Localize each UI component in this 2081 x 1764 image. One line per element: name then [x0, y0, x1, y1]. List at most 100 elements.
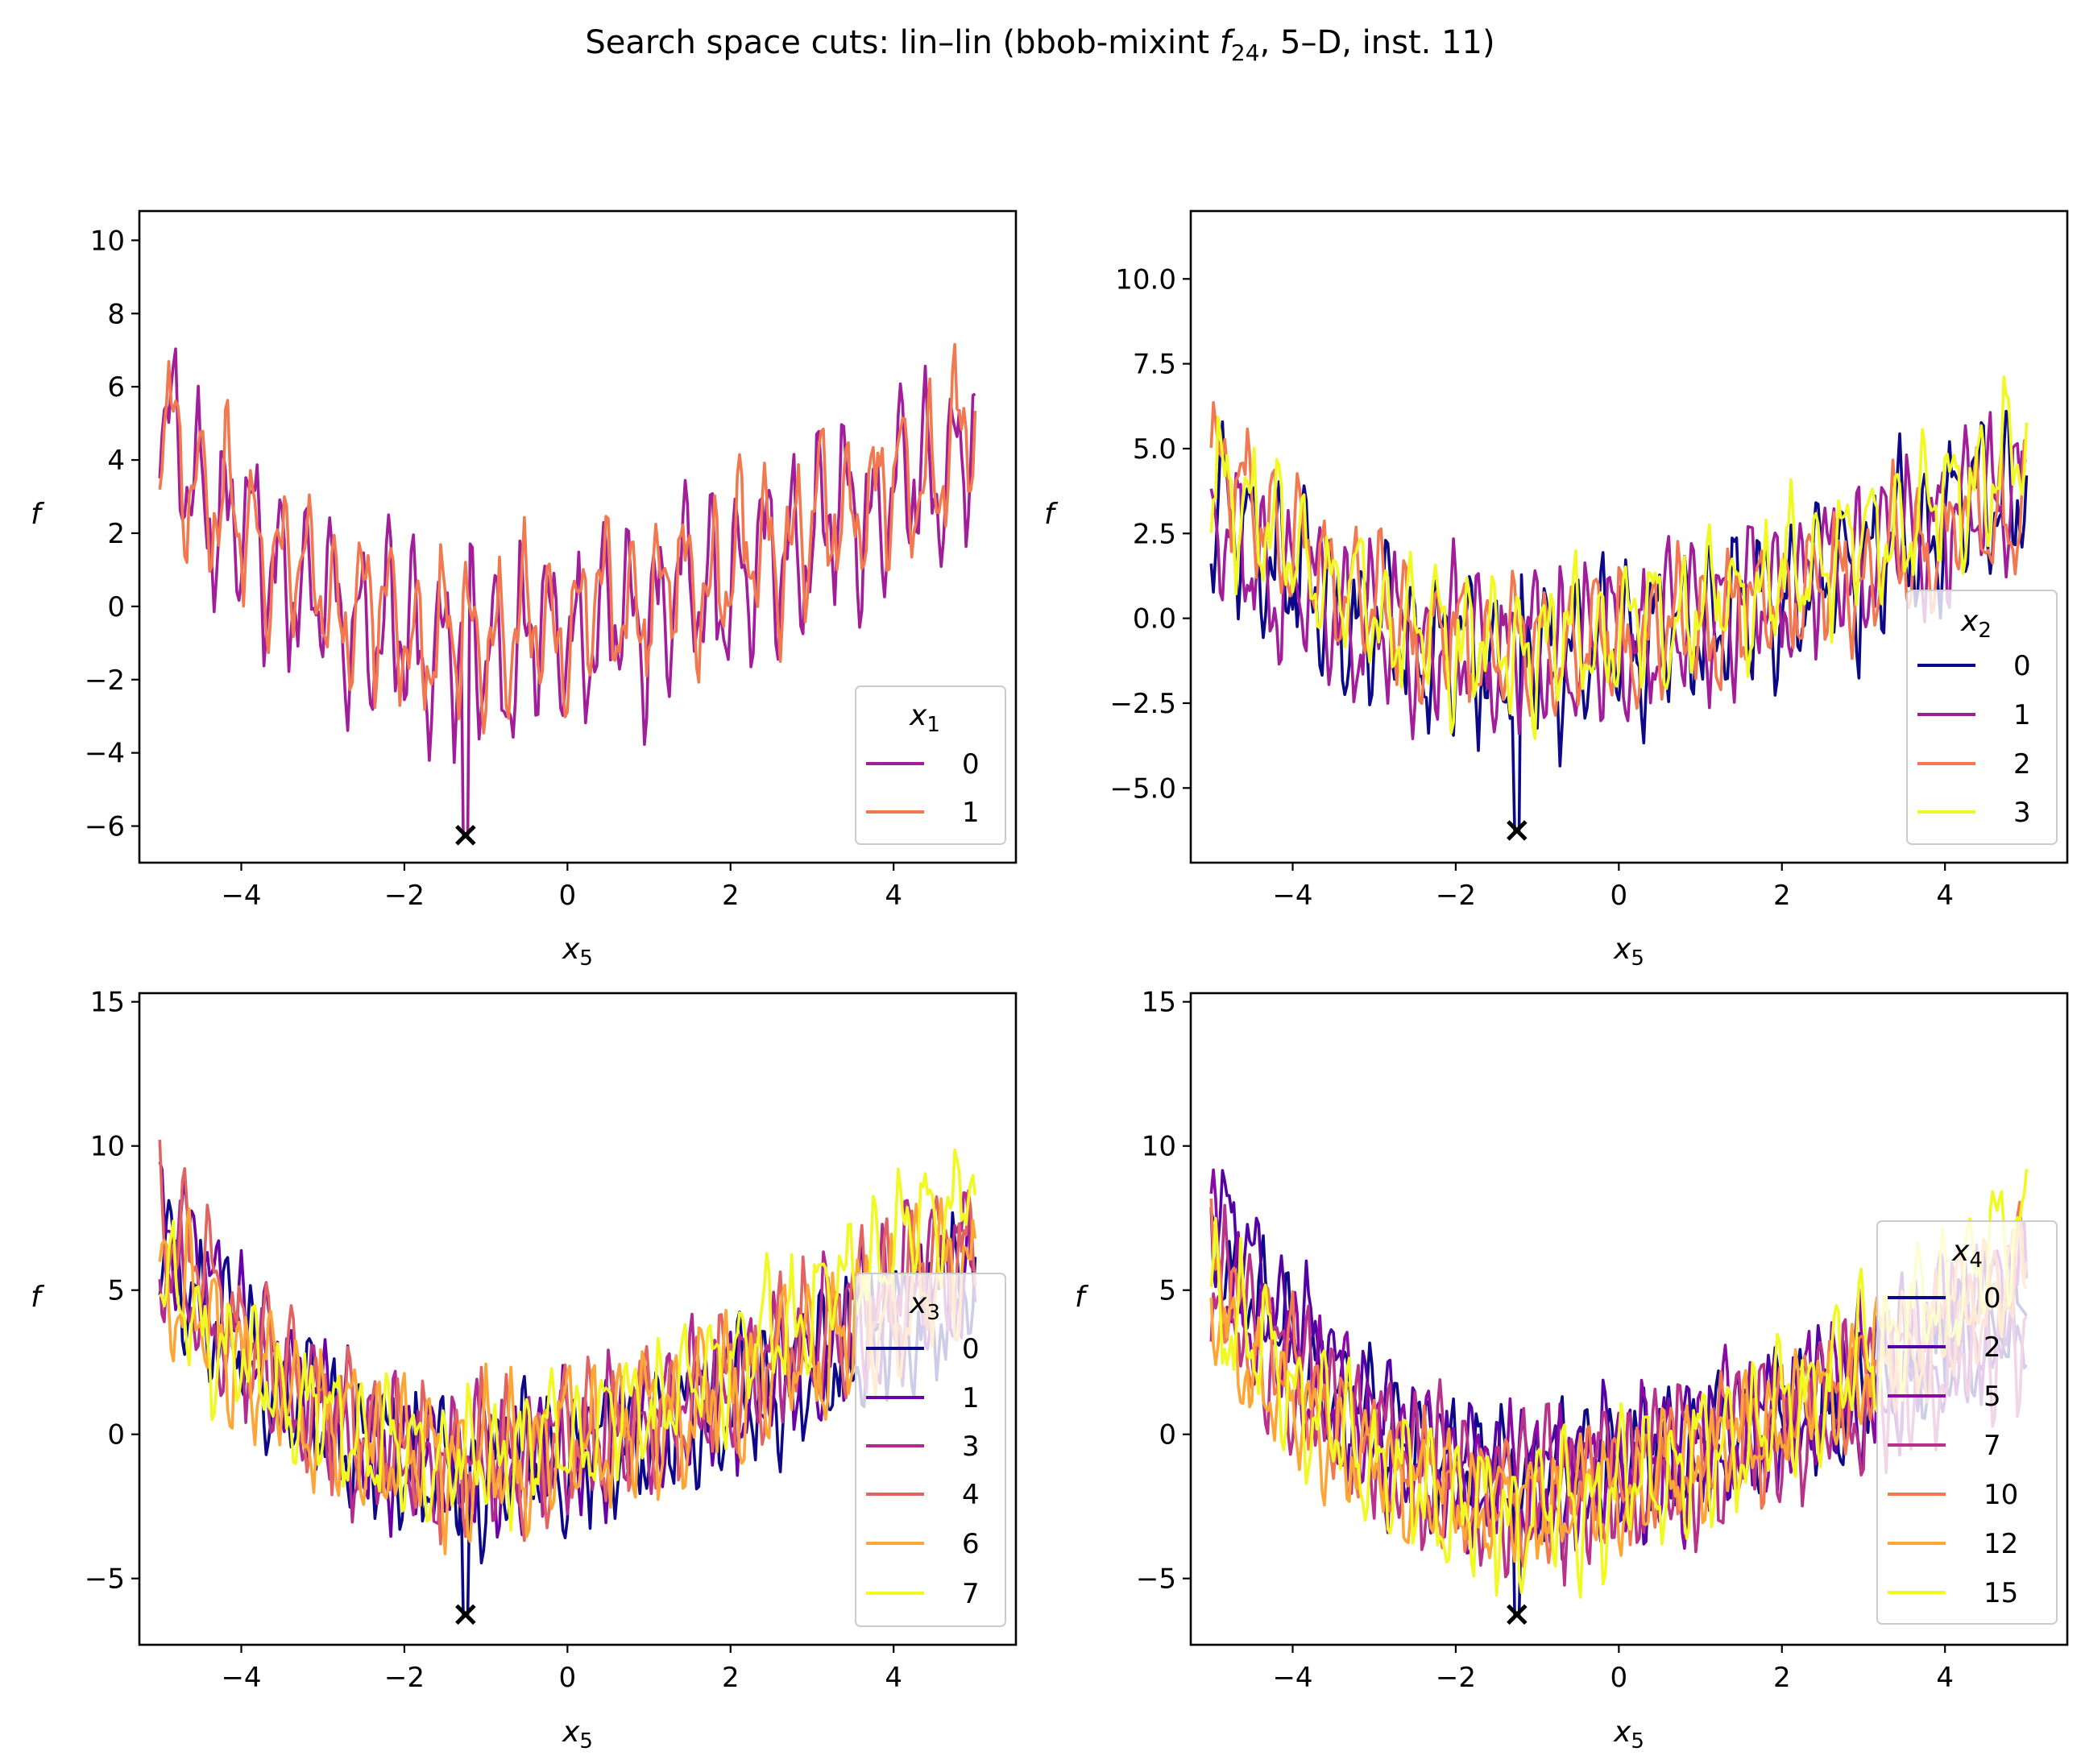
series-line-3	[1209, 375, 2029, 740]
y-tick-label: 8	[107, 298, 125, 330]
legend-label: 7	[1984, 1430, 2001, 1462]
x-tick-label: 0	[1610, 880, 1628, 912]
series-line-7	[158, 1148, 977, 1532]
y-tick-label: 7.5	[1133, 349, 1176, 381]
legend-item: 7	[866, 1578, 980, 1610]
xlabel: x5	[1613, 933, 1644, 971]
y-tick-label: 5.0	[1133, 433, 1176, 466]
legend-item: 6	[866, 1528, 980, 1560]
y-ticks: −5.0 −2.5 0.0 2.5 5.0 7.5 10.0	[1109, 263, 1191, 805]
legend-item: 3	[866, 1431, 980, 1463]
y-tick-label: 15	[90, 987, 125, 1019]
series-line-0	[158, 347, 976, 837]
figure-title: Search space cuts: lin–lin (bbob-mixint …	[585, 24, 1494, 66]
y-tick-label: 15	[1142, 987, 1176, 1019]
minimum-marker	[1507, 1604, 1528, 1625]
legend-label: 2	[2013, 748, 2031, 781]
legend-item: 12	[1888, 1528, 2018, 1560]
legend-item: 1	[866, 797, 980, 829]
minimum-marker-x	[1507, 820, 1528, 841]
legend-label: 3	[2013, 797, 2031, 829]
y-tick-label: −2.5	[1109, 688, 1176, 720]
legend-frame	[1906, 590, 2058, 845]
ylabel: f	[1075, 1281, 1089, 1314]
series-line-0	[1209, 409, 2029, 832]
legend-item: 5	[1888, 1381, 2001, 1413]
y-tick-label: 0.0	[1133, 603, 1176, 636]
x-ticks: −4 −2 0 2 4	[1272, 863, 1954, 912]
x-ticks: −4 −2 0 2 4	[221, 1645, 902, 1694]
minimum-marker	[1507, 820, 1528, 841]
y-tick-label: 10	[90, 225, 125, 257]
x-tick-label: 4	[885, 1662, 902, 1694]
y-tick-label: −6	[85, 811, 125, 843]
ylabel: f	[1044, 498, 1059, 531]
series-line-4	[158, 1140, 977, 1546]
series-line-6	[158, 1197, 977, 1555]
x-tick-label: −2	[1436, 880, 1476, 912]
legend-item: 7	[1888, 1430, 2001, 1462]
legend-item: 2	[1888, 1331, 2001, 1364]
xlabel: x5	[562, 1716, 593, 1754]
y-tick-label: 5	[107, 1275, 125, 1307]
legend: x1 0 1	[855, 685, 1006, 845]
y-tick-label: 5	[1159, 1275, 1176, 1307]
xlabel: x5	[1613, 1716, 1644, 1754]
minimum-marker	[455, 825, 476, 846]
legend-item: 0	[1917, 650, 2031, 682]
x-tick-label: 4	[1936, 880, 1954, 912]
legend-label: 6	[962, 1528, 980, 1560]
y-ticks: −5 0 5 10 15	[1136, 987, 1191, 1596]
x-tick-label: 0	[1610, 1662, 1628, 1694]
legend-label: 2	[1984, 1331, 2001, 1364]
legend-title: x4	[1951, 1235, 1983, 1273]
y-tick-label: 0	[1159, 1419, 1176, 1451]
legend-label: 1	[2013, 699, 2031, 731]
series-lines	[158, 1140, 977, 1617]
legend-item: 15	[1888, 1577, 2018, 1609]
x-tick-label: 0	[559, 880, 577, 912]
x-tick-label: −2	[384, 1662, 425, 1694]
ylabel: f	[31, 1281, 45, 1314]
subplot-x2: f −5.0 −2.5 0.0 2.5 5.0 7.5 10.0 −4 −2 0 2 4 x5 x2…	[1044, 209, 2069, 971]
x-tick-label: 2	[1773, 1662, 1791, 1694]
x-tick-label: −4	[221, 880, 261, 912]
minimum-marker-x	[455, 1604, 476, 1625]
legend-item: 10	[1888, 1479, 2018, 1511]
minimum-marker	[455, 1604, 476, 1625]
x-tick-label: 2	[722, 880, 740, 912]
y-tick-label: −5	[85, 1563, 125, 1596]
series-lines	[158, 342, 977, 837]
legend-label: 1	[962, 797, 980, 829]
subplot-x4: f −5 0 5 10 15 −4 −2 0 2 4 x5 x4 0 2 5 7	[1075, 987, 2069, 1754]
legend: x3 0 1 3 4 6 7	[855, 1273, 1006, 1627]
legend-label: 15	[1984, 1577, 2018, 1609]
y-tick-label: −4	[85, 738, 125, 770]
series-lines	[1209, 375, 2029, 832]
series-line-3	[158, 1191, 976, 1526]
xlabel: x5	[562, 933, 593, 971]
x-tick-label: −4	[1272, 880, 1312, 912]
plot-frame	[138, 209, 1018, 864]
minimum-marker-x	[455, 825, 476, 846]
legend-title: x1	[909, 699, 940, 737]
y-tick-label: −2	[85, 665, 125, 697]
legend-frame	[855, 685, 1006, 845]
x-tick-label: −4	[221, 1662, 261, 1694]
y-tick-label: 10	[1142, 1131, 1176, 1163]
legend-item: 0	[1888, 1282, 2001, 1315]
legend-frame	[855, 1273, 1006, 1627]
x-tick-label: 4	[885, 880, 902, 912]
y-tick-label: 10	[90, 1131, 125, 1163]
legend-label: 0	[962, 748, 980, 781]
y-tick-label: 4	[107, 445, 125, 477]
legend-item: 0	[866, 748, 980, 781]
y-tick-label: 10.0	[1115, 263, 1176, 296]
legend-label: 7	[962, 1578, 980, 1610]
legend-frame	[1876, 1220, 2058, 1625]
legend-item: 1	[1917, 699, 2031, 731]
legend-label: 10	[1984, 1479, 2018, 1511]
x-ticks: −4 −2 0 2 4	[221, 863, 902, 912]
legend-label: 4	[962, 1479, 980, 1511]
